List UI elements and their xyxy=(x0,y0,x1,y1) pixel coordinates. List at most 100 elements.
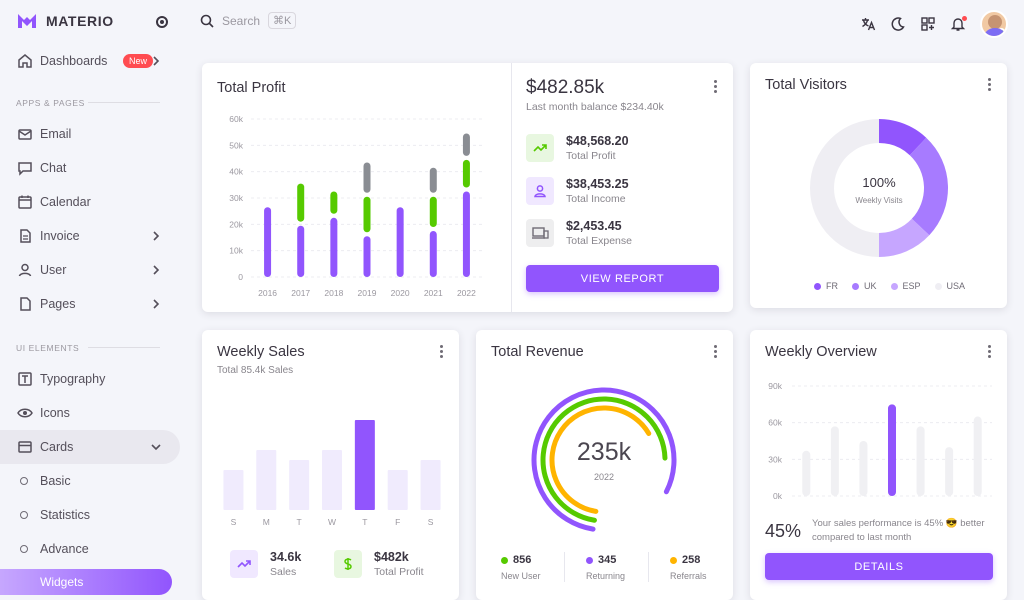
typography-icon xyxy=(18,372,32,386)
donut-slice xyxy=(810,119,879,257)
y-tick-label: 0 xyxy=(238,272,243,282)
brand-name: MATERIO xyxy=(46,13,114,29)
circle-icon xyxy=(20,545,28,553)
view-report-button[interactable]: VIEW REPORT xyxy=(526,265,719,292)
card-divider xyxy=(511,63,512,312)
sidebar-item-widgets[interactable]: Widgets xyxy=(0,569,172,595)
online-status-dot xyxy=(998,28,1005,35)
sidebar-item-advance[interactable]: Advance xyxy=(0,532,180,566)
trending-up-icon xyxy=(526,134,554,162)
radial-center-value: 235k xyxy=(576,438,632,466)
sidebar-item-chat[interactable]: Chat xyxy=(0,151,180,185)
sidebar-item-invoice[interactable]: Invoice xyxy=(0,219,180,253)
sidebar-item-cards[interactable]: Cards xyxy=(0,430,180,464)
sidebar-item-typography[interactable]: Typography xyxy=(0,362,180,396)
legend-label: New User xyxy=(501,571,541,581)
x-tick-label: W xyxy=(328,517,336,527)
balance-subtitle: Last month balance $234.40k xyxy=(526,101,664,113)
profit-bar xyxy=(363,196,371,233)
revenue-ring xyxy=(531,387,677,532)
sidebar-item-calendar[interactable]: Calendar xyxy=(0,185,180,219)
sidebar-item-label: Basic xyxy=(40,474,71,488)
legend-label: UK xyxy=(864,281,877,291)
balance-value: $482.85k xyxy=(526,77,605,98)
overview-bar xyxy=(802,450,811,496)
sidebar-item-statistics[interactable]: Statistics xyxy=(0,498,180,532)
metric-label: Total Profit xyxy=(566,150,616,162)
donut-center-label: Weekly Visits xyxy=(855,196,903,205)
legend-label: USA xyxy=(946,281,966,291)
sidebar-item-email[interactable]: Email xyxy=(0,117,180,151)
total-revenue-card: Total Revenue 235k 2022 856 New User 345… xyxy=(476,330,733,600)
overview-bar xyxy=(888,404,896,496)
more-options-icon[interactable] xyxy=(714,345,718,359)
stat-value: 34.6k xyxy=(270,550,302,564)
sidebar-item-label: Chat xyxy=(40,161,67,175)
legend-dot xyxy=(852,282,859,290)
metric-total-profit: $48,568.20 Total Profit xyxy=(526,134,629,162)
y-tick-label: 20k xyxy=(229,219,243,229)
mail-icon xyxy=(18,129,32,140)
sidebar-item-label: Icons xyxy=(40,406,70,420)
metric-value: $48,568.20 xyxy=(566,134,629,148)
y-tick-label: 40k xyxy=(229,167,243,177)
moon-icon[interactable] xyxy=(890,16,906,32)
sidebar: MATERIO Dashboards New APPS & PAGES Emai… xyxy=(0,0,188,595)
sidebar-item-icons[interactable]: Icons xyxy=(0,396,180,430)
x-tick-label: S xyxy=(231,517,237,527)
legend-value: 258 xyxy=(682,554,701,566)
legend-item-usa: USA xyxy=(934,281,966,291)
sidebar-item-basic[interactable]: Basic xyxy=(0,464,180,498)
details-button[interactable]: DETAILS xyxy=(765,553,993,580)
more-options-icon[interactable] xyxy=(988,78,992,92)
search-shortcut: ⌘K xyxy=(268,12,297,29)
legend-dot xyxy=(890,282,898,290)
total-profit-card: Total Profit 0 10k 20k 30k 40k 50k 60k 2016 2017… xyxy=(202,63,733,312)
x-tick-label: 2020 xyxy=(391,288,410,298)
user-icon xyxy=(526,177,554,205)
legend-dot xyxy=(586,556,593,564)
page-icon xyxy=(20,297,31,311)
y-tick-label: 50k xyxy=(229,140,243,150)
legend-value: 856 xyxy=(513,554,532,566)
x-tick-label: 2018 xyxy=(324,288,343,298)
overview-bar xyxy=(859,441,868,496)
search-icon xyxy=(200,14,214,28)
legend-dot xyxy=(934,282,942,290)
currency-icon xyxy=(334,550,362,578)
profit-bar xyxy=(297,225,305,277)
metric-label: Total Expense xyxy=(566,235,632,247)
more-options-icon[interactable] xyxy=(440,345,444,359)
profit-bar xyxy=(462,191,470,277)
avatar[interactable] xyxy=(980,10,1008,38)
sidebar-toggle-icon[interactable] xyxy=(156,16,168,28)
profit-bar xyxy=(429,230,437,277)
section-divider xyxy=(88,102,160,103)
sidebar-item-label: Widgets xyxy=(40,575,84,589)
legend-item-esp: ESP xyxy=(890,281,921,291)
x-tick-label: S xyxy=(428,517,434,527)
revenue-legend-new-user: 856 New User xyxy=(501,554,541,581)
translate-icon[interactable] xyxy=(860,16,876,32)
sales-bar xyxy=(420,460,441,510)
sales-bar xyxy=(223,470,244,510)
shortcuts-icon[interactable] xyxy=(920,16,936,32)
sidebar-item-dashboards[interactable]: Dashboards New xyxy=(0,44,180,78)
brand[interactable]: MATERIO xyxy=(16,12,114,30)
new-badge: New xyxy=(123,54,154,68)
sales-bar xyxy=(289,460,310,510)
more-options-icon[interactable] xyxy=(988,345,992,359)
notifications-button[interactable] xyxy=(950,16,967,32)
search-bar[interactable]: Search ⌘K xyxy=(200,12,297,29)
sidebar-item-pages[interactable]: Pages xyxy=(0,287,180,321)
metric-label: Total Income xyxy=(566,193,626,205)
revenue-ring xyxy=(540,396,668,523)
metric-total-expense: $2,453.45 Total Expense xyxy=(526,219,632,247)
sidebar-item-label: Cards xyxy=(40,440,74,454)
sidebar-item-user[interactable]: User xyxy=(0,253,180,287)
profit-bar xyxy=(462,159,470,188)
legend-label: ESP xyxy=(902,281,921,291)
more-options-icon[interactable] xyxy=(714,80,718,94)
total-visitors-card: Total Visitors 100% Weekly Visits FR UK … xyxy=(750,63,1007,308)
